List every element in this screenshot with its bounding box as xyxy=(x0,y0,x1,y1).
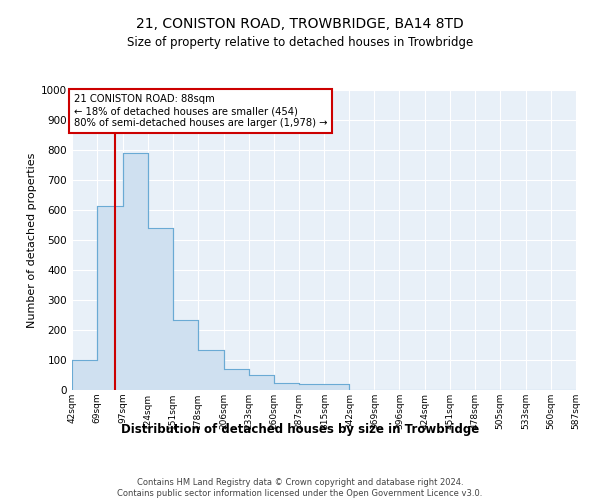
Text: Size of property relative to detached houses in Trowbridge: Size of property relative to detached ho… xyxy=(127,36,473,49)
Text: 21, CONISTON ROAD, TROWBRIDGE, BA14 8TD: 21, CONISTON ROAD, TROWBRIDGE, BA14 8TD xyxy=(136,18,464,32)
Y-axis label: Number of detached properties: Number of detached properties xyxy=(27,152,37,328)
Text: 21 CONISTON ROAD: 88sqm
← 18% of detached houses are smaller (454)
80% of semi-d: 21 CONISTON ROAD: 88sqm ← 18% of detache… xyxy=(74,94,328,128)
Text: Distribution of detached houses by size in Trowbridge: Distribution of detached houses by size … xyxy=(121,422,479,436)
Text: Contains HM Land Registry data © Crown copyright and database right 2024.
Contai: Contains HM Land Registry data © Crown c… xyxy=(118,478,482,498)
